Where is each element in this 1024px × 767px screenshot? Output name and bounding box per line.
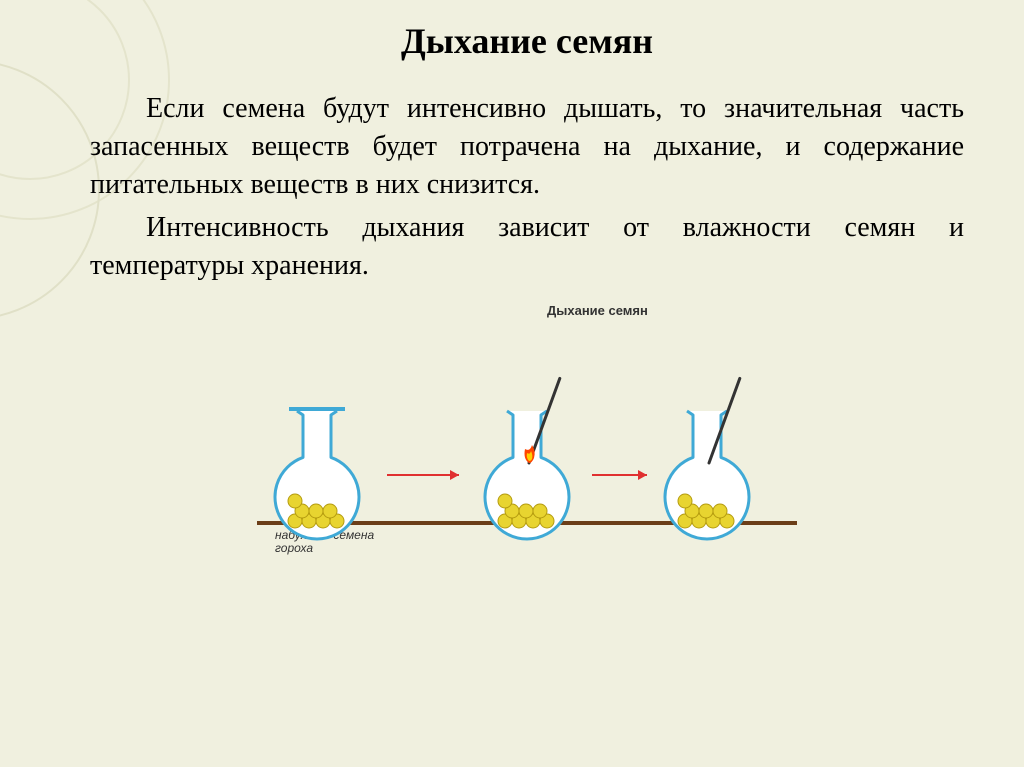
- flask-3: [655, 407, 759, 554]
- paragraph-2: Интенсивность дыхания зависит от влажнос…: [90, 209, 964, 285]
- diagram-container: Дыхание семян набухшие семена гороха: [90, 303, 964, 563]
- slide-title: Дыхание семян: [90, 20, 964, 62]
- slide-content: Дыхание семян Если семена будут интенсив…: [0, 0, 1024, 583]
- flask-1: [265, 407, 369, 554]
- seed-respiration-diagram: Дыхание семян набухшие семена гороха: [227, 303, 827, 563]
- process-arrow-icon: [387, 468, 469, 487]
- diagram-title: Дыхание семян: [547, 303, 648, 318]
- flask-2: [475, 407, 579, 554]
- process-arrow-icon: [592, 468, 657, 487]
- paragraph-1: Если семена будут интенсивно дышать, то …: [90, 90, 964, 203]
